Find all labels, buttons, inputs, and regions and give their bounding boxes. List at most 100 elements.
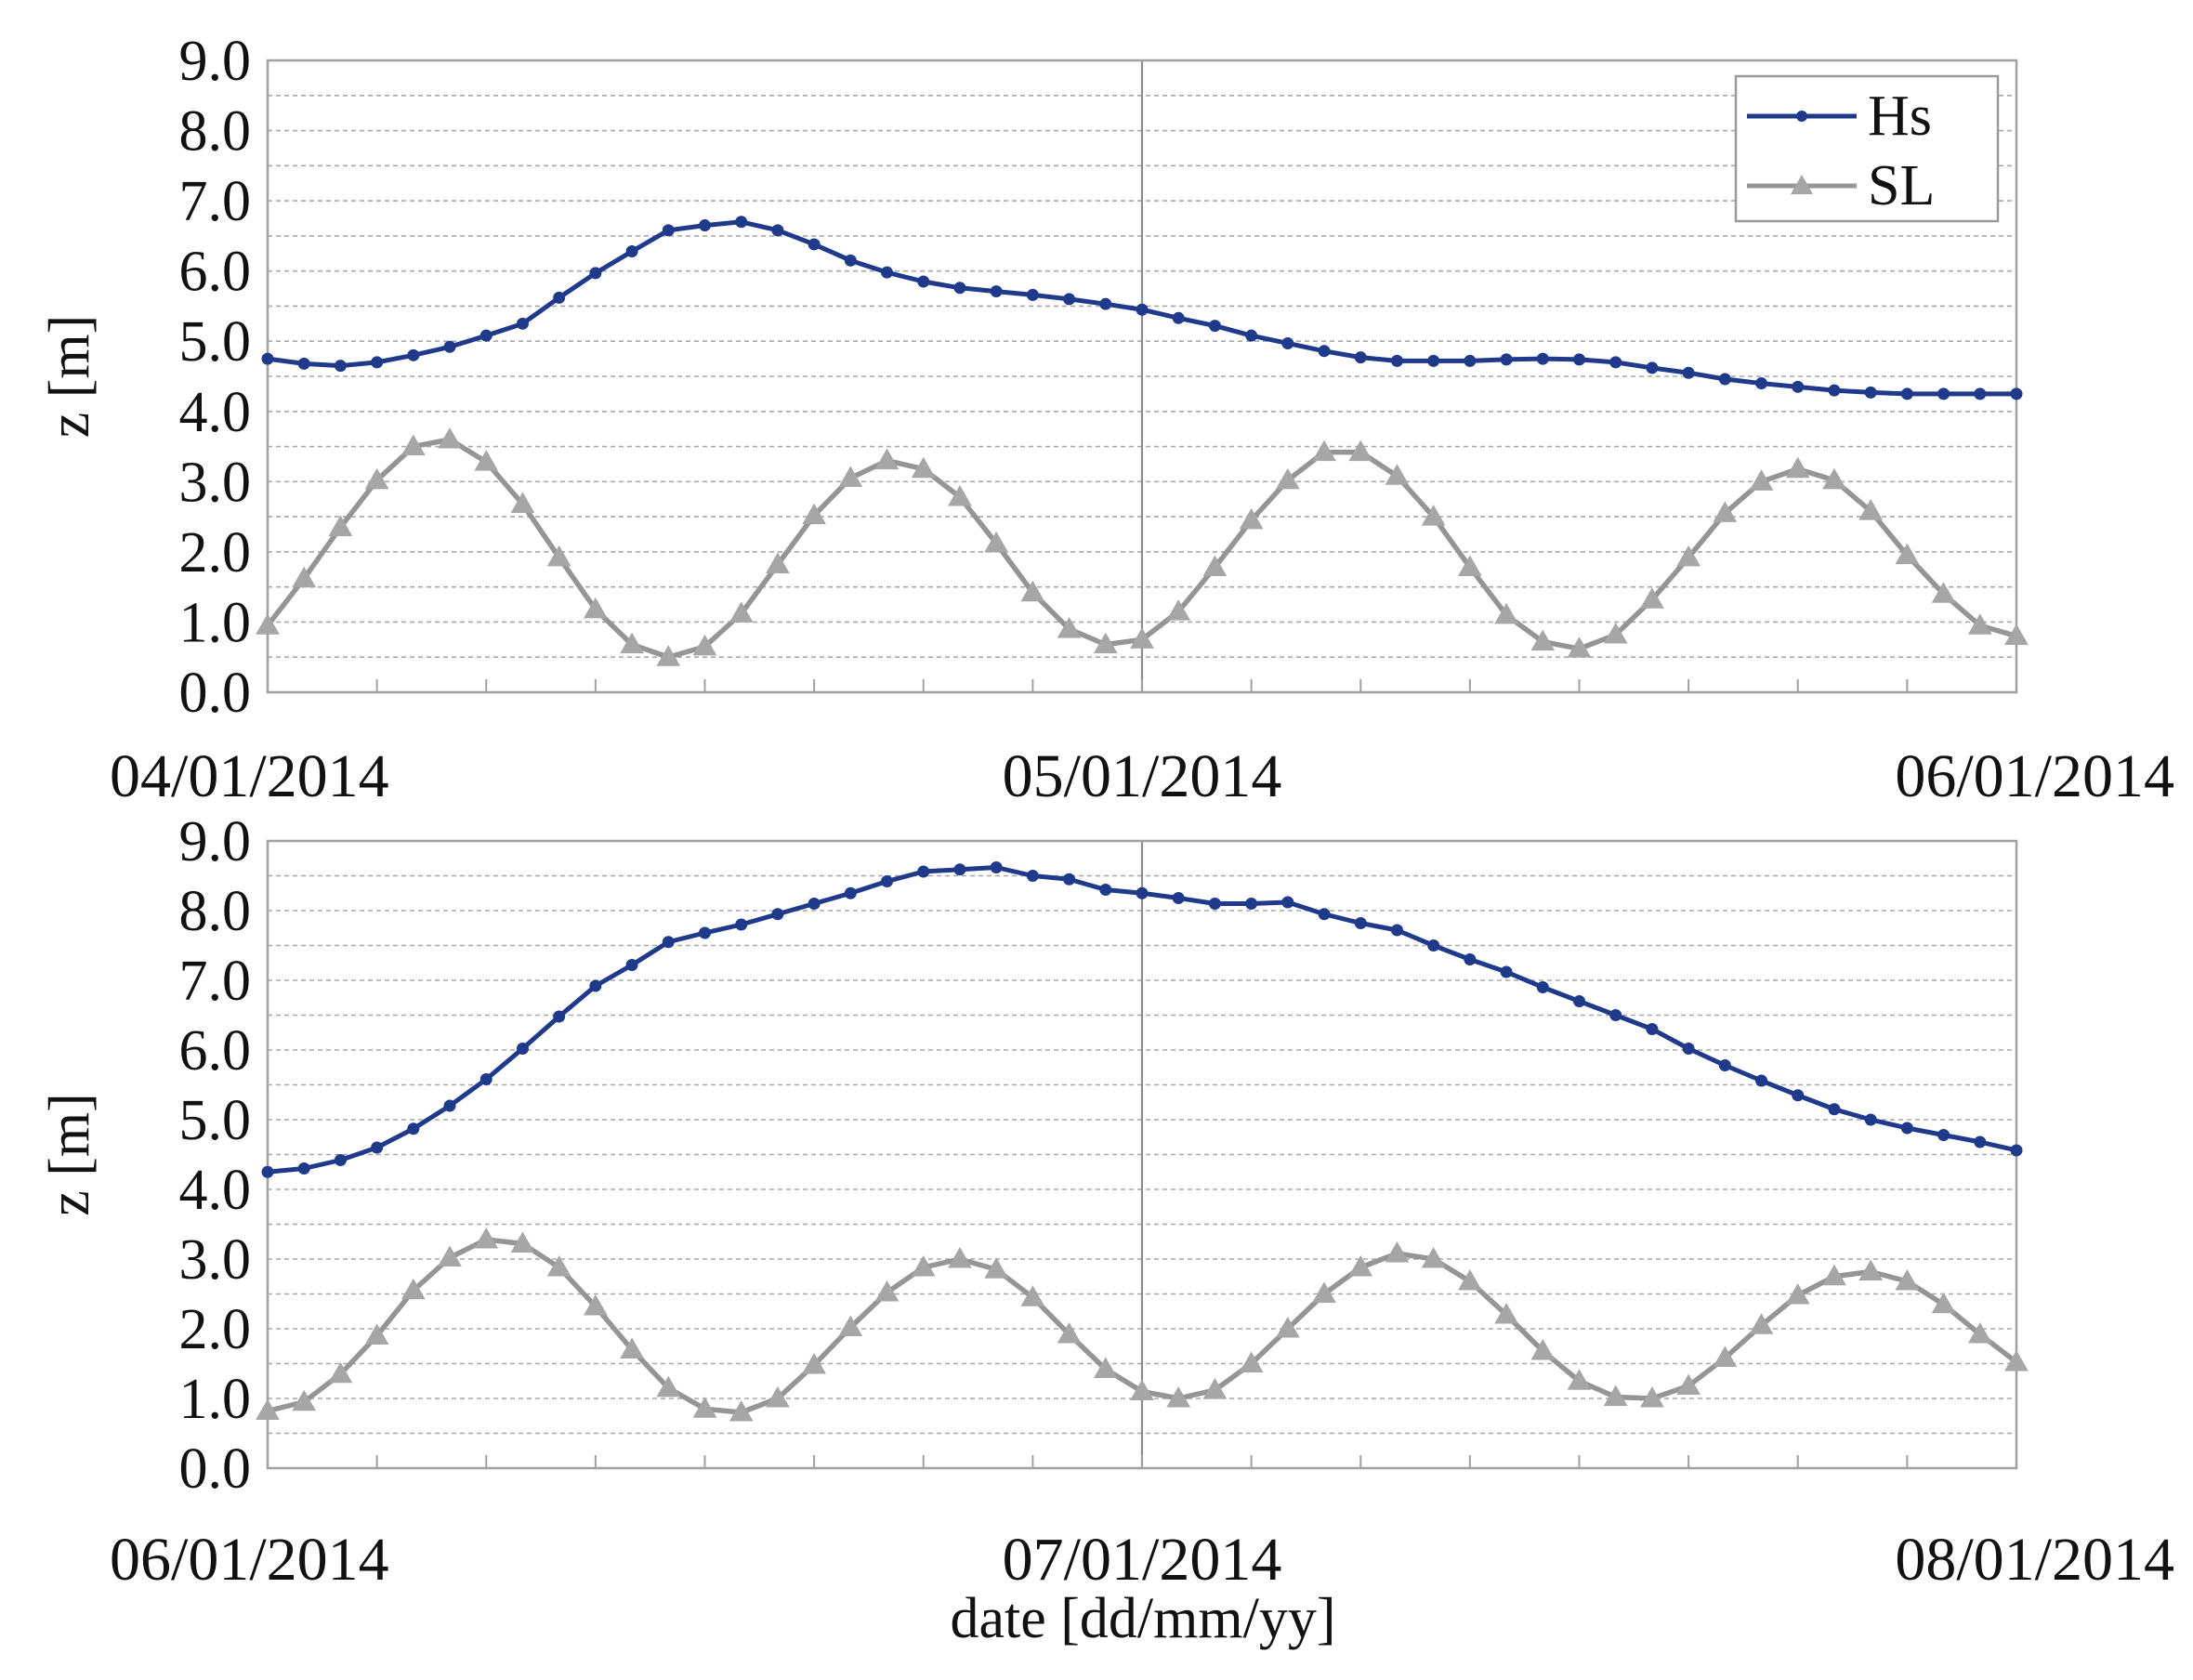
data-point-sl xyxy=(1348,1254,1373,1277)
data-point-hs xyxy=(917,275,930,288)
data-point-sl xyxy=(1713,1345,1738,1367)
data-point-hs xyxy=(1208,898,1221,910)
data-point-sl xyxy=(1020,580,1045,602)
data-point-hs xyxy=(1792,380,1805,393)
data-point-hs xyxy=(1718,373,1731,386)
data-point-hs xyxy=(1172,892,1185,904)
data-point-hs xyxy=(662,224,675,237)
data-point-sl xyxy=(1239,507,1264,530)
data-point-hs xyxy=(990,861,1003,873)
x-tick-label: 04/01/2014 xyxy=(110,742,389,810)
data-point-sl xyxy=(510,492,535,514)
data-point-hs xyxy=(625,245,638,258)
data-point-sl xyxy=(1785,1282,1810,1305)
x-tick-label: 06/01/2014 xyxy=(1895,742,2174,810)
data-point-sl xyxy=(1494,1302,1518,1324)
data-point-sl xyxy=(729,1399,754,1422)
lower-panel-y-tick-labels: 0.01.0 2.03.04.0 5.06.07.0 8.0 9.0 xyxy=(179,810,252,1501)
data-point-sl xyxy=(1202,555,1228,577)
data-point-sl xyxy=(510,1231,535,1253)
data-point-hs xyxy=(297,357,310,370)
data-point-hs xyxy=(1864,386,1877,399)
x-axis-title: date [dd/mm/yy] xyxy=(951,1587,1336,1650)
data-point-hs xyxy=(1937,1129,1950,1141)
legend: Hs SL xyxy=(1734,74,2000,223)
data-point-sl xyxy=(1931,1292,1956,1314)
data-point-sl xyxy=(802,503,826,525)
data-point-hs xyxy=(2010,387,2023,400)
data-point-hs xyxy=(479,1073,492,1085)
data-point-hs xyxy=(1500,965,1513,978)
x-tick-label: 05/01/2014 xyxy=(1003,742,1282,810)
data-point-hs xyxy=(1900,1122,1913,1135)
data-point-hs xyxy=(1390,924,1403,937)
y-tick-label: 6.0 xyxy=(179,241,252,304)
data-point-hs xyxy=(1099,884,1112,896)
data-point-hs xyxy=(1682,366,1695,379)
data-point-hs xyxy=(516,317,529,330)
y-tick-label: 6.0 xyxy=(179,1019,252,1083)
data-point-sl xyxy=(838,1315,863,1336)
data-point-hs xyxy=(553,1010,566,1023)
data-point-sl xyxy=(1421,1246,1446,1268)
data-point-sl xyxy=(656,1375,681,1398)
data-point-hs xyxy=(1172,311,1185,324)
data-point-hs xyxy=(334,1154,347,1166)
data-point-hs xyxy=(1755,377,1768,390)
data-point-sl xyxy=(328,1361,353,1384)
legend-label-sl: SL xyxy=(1868,154,1935,217)
data-point-sl xyxy=(1312,440,1336,462)
data-point-sl xyxy=(584,597,608,619)
lower-panel-x-tick-labels: 06/01/2014 07/01/2014 08/01/2014 xyxy=(110,1526,2174,1594)
data-point-sl xyxy=(1858,499,1884,520)
data-point-sl xyxy=(1166,599,1191,621)
data-point-sl xyxy=(546,545,571,567)
data-point-sl xyxy=(1057,616,1082,638)
data-point-hs xyxy=(1464,354,1477,367)
data-point-hs xyxy=(334,360,347,373)
data-point-hs xyxy=(1099,297,1112,310)
data-point-sl xyxy=(1567,637,1592,658)
y-tick-label: 8.0 xyxy=(179,880,252,943)
data-point-sl xyxy=(1567,1369,1592,1390)
data-point-sl xyxy=(1676,545,1701,567)
data-point-hs xyxy=(771,224,784,237)
data-point-sl xyxy=(1895,543,1920,565)
data-point-sl xyxy=(1749,469,1774,491)
data-point-hs xyxy=(953,282,966,295)
data-point-sl xyxy=(1967,613,1992,635)
y-tick-label: 0.0 xyxy=(179,1437,252,1501)
data-point-sl xyxy=(948,1246,972,1268)
data-point-hs xyxy=(1026,870,1039,882)
data-point-hs xyxy=(553,291,566,304)
data-point-sl xyxy=(1530,1338,1556,1360)
data-point-sl xyxy=(2004,1349,2029,1372)
data-point-sl xyxy=(1676,1373,1701,1395)
data-point-sl xyxy=(1239,1351,1264,1372)
data-point-hs xyxy=(917,865,930,878)
data-point-hs xyxy=(407,348,420,361)
data-point-sl xyxy=(364,1323,389,1345)
data-point-sl xyxy=(292,566,317,588)
upper-panel: 0.0 1.0 2.0 3.0 4.0 5.06.0 7.08.0 9.0 04/01/201… xyxy=(38,30,2174,810)
data-point-sl xyxy=(1494,602,1518,624)
data-point-hs xyxy=(1390,354,1403,367)
data-point-sl xyxy=(656,645,681,666)
data-point-sl xyxy=(1640,587,1664,609)
data-point-hs xyxy=(1536,352,1549,365)
lower-panel: 0.01.0 2.03.04.0 5.06.07.0 8.0 9.0 06/01/201… xyxy=(38,810,2174,1594)
data-point-hs xyxy=(261,1165,274,1178)
data-point-sl xyxy=(584,1293,608,1316)
data-point-sl xyxy=(256,1398,280,1420)
data-point-hs xyxy=(371,1141,384,1154)
data-point-hs xyxy=(808,238,821,251)
data-point-hs xyxy=(1828,1103,1841,1116)
data-point-hs xyxy=(990,285,1003,298)
data-point-hs xyxy=(1427,939,1440,952)
data-point-sl xyxy=(474,1227,499,1249)
data-point-hs xyxy=(516,1043,529,1055)
data-point-sl xyxy=(1458,1268,1482,1291)
data-point-hs xyxy=(1318,908,1331,921)
data-point-sl xyxy=(911,456,936,479)
data-point-sl xyxy=(401,1278,426,1300)
